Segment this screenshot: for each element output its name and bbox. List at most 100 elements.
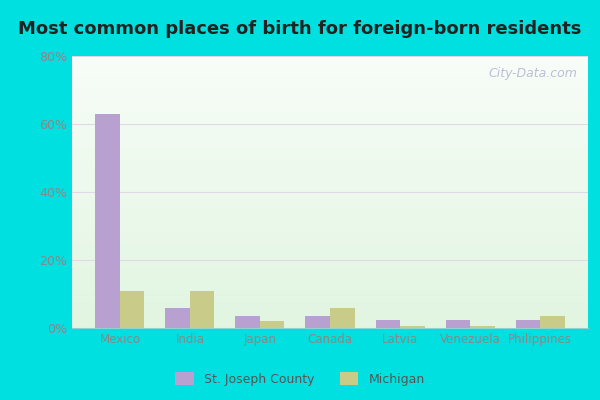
Bar [72,314,588,316]
Bar [120,290,145,328]
Bar [72,246,588,248]
Bar [72,321,588,322]
Bar [72,312,588,313]
Bar [72,230,588,232]
Bar [72,316,588,317]
Bar [72,112,588,113]
Bar [72,184,588,185]
Bar [72,260,588,261]
Bar [72,240,588,241]
Bar [72,75,588,76]
Bar [72,274,588,275]
Bar [376,320,400,328]
Bar [72,165,588,166]
Bar [72,294,588,295]
Bar [72,59,588,60]
Bar [72,134,588,135]
Bar [446,320,470,328]
Bar [72,211,588,212]
Bar [72,70,588,71]
Bar [72,121,588,123]
Bar [72,71,588,72]
Bar [72,60,588,62]
Bar [72,301,588,302]
Bar [72,124,588,125]
Bar [72,271,588,272]
Bar [72,199,588,200]
Bar [470,326,494,328]
Bar [72,272,588,274]
Bar [72,275,588,276]
Bar [72,236,588,237]
Bar [72,140,588,142]
Bar [72,212,588,214]
Bar [72,300,588,301]
Bar [72,256,588,257]
Bar [72,143,588,144]
Bar [72,158,588,159]
Bar [72,234,588,236]
Bar [72,94,588,96]
Bar [72,117,588,118]
Bar [72,304,588,305]
Bar [72,288,588,290]
Bar [72,193,588,195]
Bar [72,254,588,256]
Bar [330,308,355,328]
Bar [72,287,588,288]
Bar [72,263,588,264]
Bar [72,155,588,157]
Bar [72,79,588,80]
Bar [72,305,588,306]
Bar [72,257,588,259]
Bar [72,166,588,168]
Bar [72,244,588,245]
Bar [72,128,588,130]
Bar [72,110,588,112]
Bar [72,293,588,294]
Bar [72,286,588,287]
Bar [72,210,588,211]
Bar [72,89,588,90]
Bar [72,91,588,93]
Bar [72,308,588,309]
Bar [72,105,588,106]
Bar [400,326,425,328]
Bar [72,136,588,138]
Bar [72,82,588,83]
Bar [72,206,588,207]
Bar [72,67,588,68]
Bar [72,226,588,227]
Bar [72,152,588,154]
Bar [72,80,588,82]
Bar [260,321,284,328]
Bar [72,87,588,89]
Bar [72,159,588,161]
Bar [72,192,588,193]
Text: Most common places of birth for foreign-born residents: Most common places of birth for foreign-… [19,20,581,38]
Bar [72,168,588,169]
Bar [72,173,588,174]
Bar [72,189,588,191]
Bar [72,62,588,63]
Bar [72,280,588,282]
Bar [72,322,588,324]
Bar [72,186,588,188]
Bar [72,284,588,286]
Bar [72,132,588,134]
Bar [72,204,588,206]
Bar [72,313,588,314]
Bar [72,202,588,203]
Bar [72,227,588,229]
Bar [72,250,588,252]
Bar [72,154,588,155]
Bar [72,266,588,267]
Bar [72,253,588,254]
Bar [72,113,588,114]
Bar [72,188,588,189]
Bar [72,203,588,204]
Bar [72,223,588,225]
Bar [72,195,588,196]
Text: City-Data.com: City-Data.com [489,67,578,80]
Bar [72,130,588,131]
